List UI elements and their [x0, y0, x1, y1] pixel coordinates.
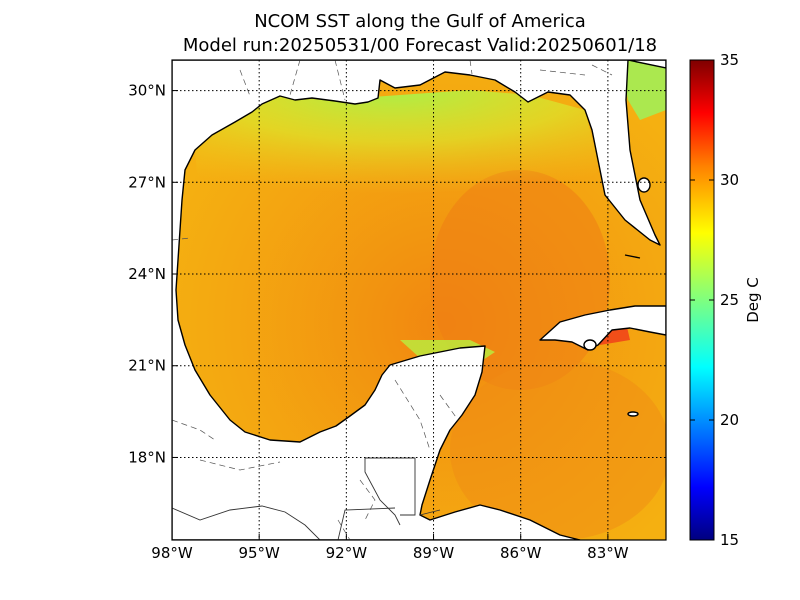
colorbar-tick-label: 20	[720, 411, 739, 429]
longitude-tick-label: 95°W	[238, 544, 280, 562]
longitude-axis: 98°W 95°W 92°W 89°W 86°W 83°W	[151, 534, 629, 562]
map-frame	[171, 59, 667, 541]
longitude-tick-label: 86°W	[500, 544, 542, 562]
lake-okeechobee	[637, 177, 651, 193]
latitude-tick-label: 30°N	[128, 82, 166, 100]
isla-juventud	[583, 339, 597, 351]
longitude-tick-label: 83°W	[587, 544, 629, 562]
colorbar-tick-label: 30	[720, 171, 739, 189]
latitude-axis: 30°N 27°N 24°N 21°N 18°N	[128, 82, 178, 466]
latitude-tick-label: 27°N	[128, 173, 166, 191]
florida-keys	[624, 254, 641, 259]
longitude-tick-label: 92°W	[326, 544, 368, 562]
colorbar-ticks: 35 30 25 20 15	[690, 51, 739, 549]
latitude-tick-label: 18°N	[128, 448, 166, 466]
colorbar-tick-label: 35	[720, 51, 739, 69]
country-borders	[172, 457, 441, 540]
north-america-land	[172, 60, 666, 540]
caribbean-warm	[450, 360, 666, 540]
longitude-tick-label: 98°W	[151, 544, 193, 562]
cayman-islands	[627, 411, 639, 417]
colorbar-label: Deg C	[744, 277, 762, 323]
atlantic-cool-water	[620, 60, 666, 120]
colorbar-tick-label: 15	[720, 531, 739, 549]
latitude-tick-label: 21°N	[128, 357, 166, 375]
colorbar-tick-label: 25	[720, 291, 739, 309]
map-title: NCOM SST along the Gulf of America	[254, 11, 586, 32]
longitude-tick-label: 89°W	[413, 544, 455, 562]
coastlines	[172, 60, 666, 540]
cuba-land	[539, 305, 666, 351]
political-boundaries	[172, 60, 613, 540]
latitude-tick-label: 24°N	[128, 265, 166, 283]
map-subtitle: Model run:20250531/00 Forecast Valid:202…	[182, 35, 658, 56]
northern-shelf-cool-water	[190, 90, 600, 205]
